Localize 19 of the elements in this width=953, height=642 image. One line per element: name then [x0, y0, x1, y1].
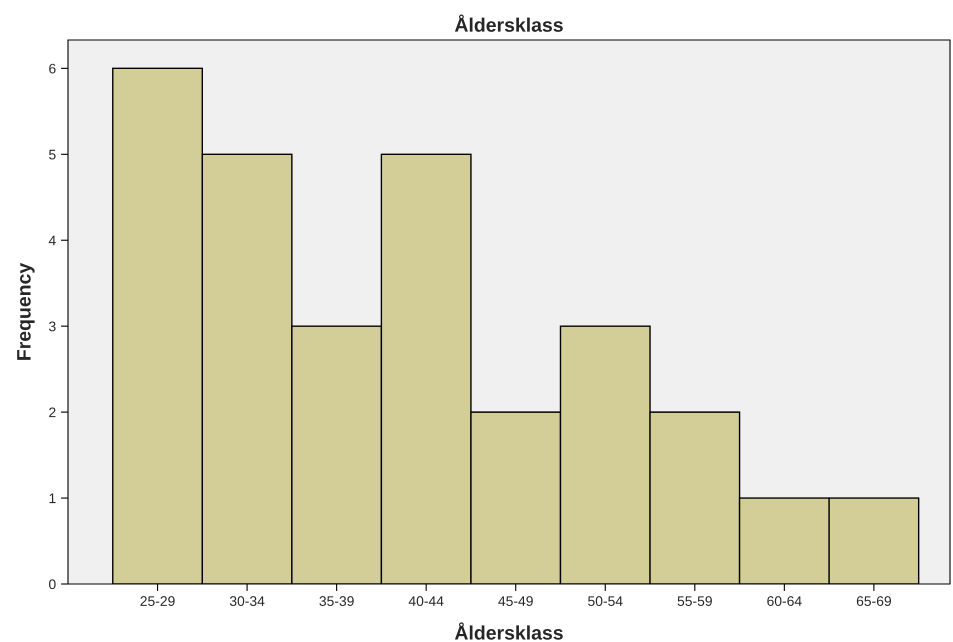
x-tick-label: 35-39 — [319, 596, 354, 606]
x-tick-label: 30-34 — [230, 596, 264, 606]
x-tick-label: 55-59 — [678, 596, 712, 606]
y-tick-label: 5 — [49, 150, 56, 160]
x-tick-label: 25-29 — [140, 596, 175, 606]
y-tick-label: 0 — [49, 579, 56, 590]
x-axis-title: Åldersklass — [454, 622, 563, 640]
x-tick-label: 50-54 — [588, 596, 623, 606]
chart-title: Åldersklass — [454, 14, 563, 32]
x-tick-label: 45-49 — [498, 596, 533, 606]
y-tick-label: 6 — [49, 64, 56, 74]
y-tick-label: 4 — [48, 236, 56, 246]
y-tick-label: 2 — [49, 407, 56, 418]
y-tick-label: 3 — [49, 322, 56, 332]
x-tick-label: 60-64 — [767, 596, 802, 606]
x-tick-label: 65-69 — [856, 596, 891, 606]
y-tick-label: 1 — [50, 494, 56, 504]
y-axis-title: Frequency — [17, 262, 35, 360]
x-tick-label: 40-44 — [408, 596, 444, 606]
